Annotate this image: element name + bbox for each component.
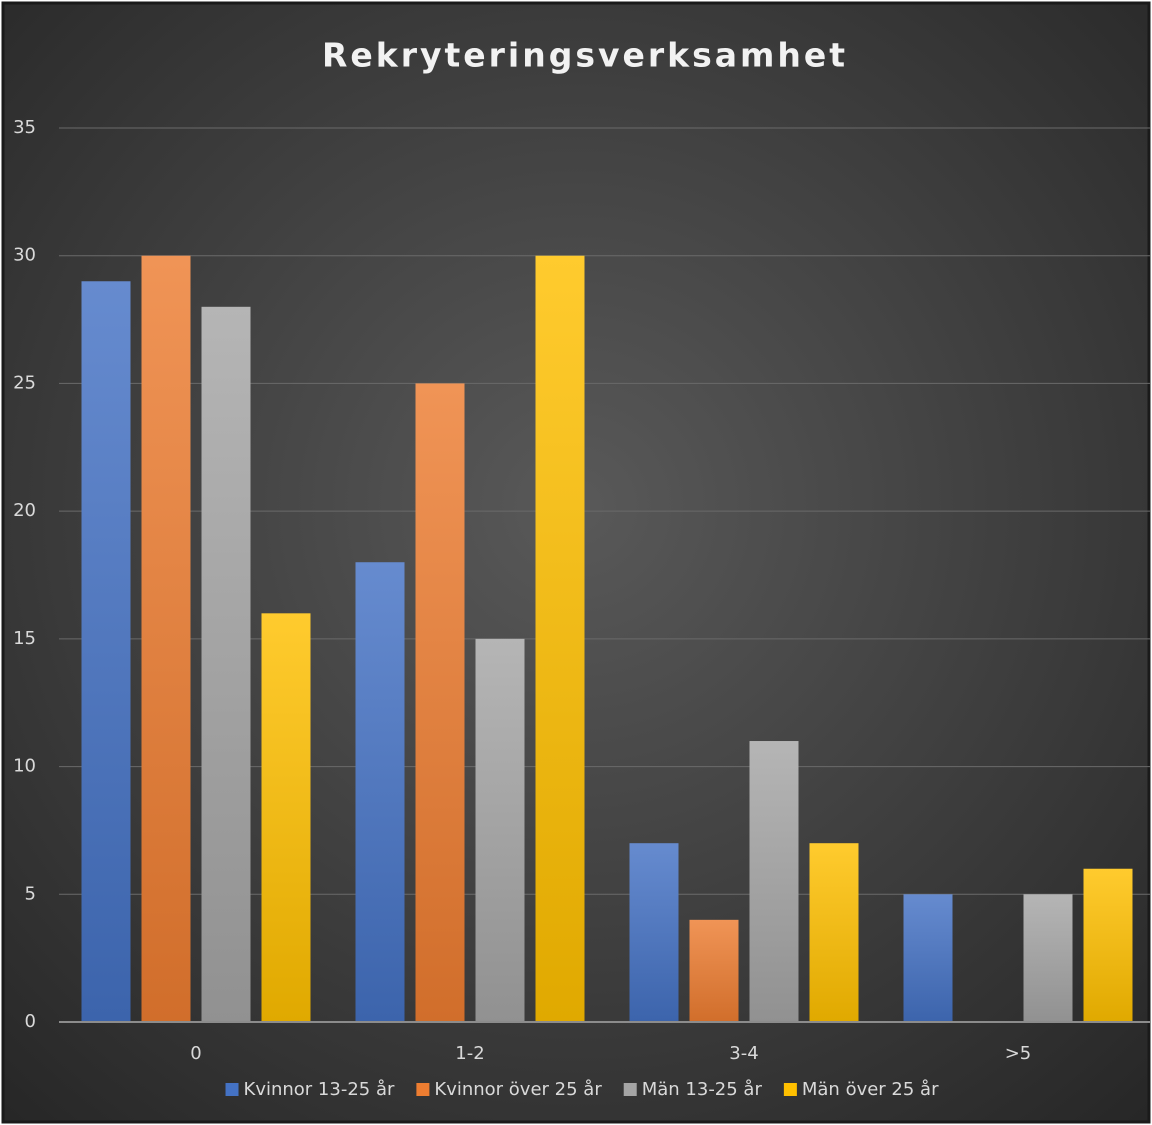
x-tick-label: >5 bbox=[1005, 1043, 1032, 1064]
legend-swatch bbox=[783, 1083, 797, 1096]
legend-label: Kvinnor över 25 år bbox=[434, 1079, 602, 1100]
bar bbox=[475, 638, 525, 1022]
legend-label: Kvinnor 13-25 år bbox=[244, 1079, 395, 1100]
bar bbox=[903, 894, 953, 1022]
legend-swatch bbox=[416, 1083, 430, 1096]
bar bbox=[689, 919, 739, 1022]
bar bbox=[81, 281, 131, 1022]
legend-item: Män över 25 år bbox=[783, 1079, 939, 1100]
x-tick-label: 0 bbox=[190, 1043, 201, 1064]
x-tick-label: 1-2 bbox=[455, 1043, 484, 1064]
bar bbox=[1023, 894, 1073, 1022]
bar bbox=[749, 741, 799, 1022]
y-tick-label: 20 bbox=[13, 500, 36, 521]
y-tick-label: 30 bbox=[13, 245, 36, 266]
bar bbox=[535, 255, 585, 1022]
bar bbox=[1083, 868, 1133, 1022]
bar bbox=[141, 255, 191, 1022]
legend-item: Män 13-25 år bbox=[623, 1079, 763, 1100]
legend-item: Kvinnor över 25 år bbox=[416, 1079, 602, 1100]
y-tick-label: 25 bbox=[13, 372, 36, 393]
bar bbox=[261, 613, 311, 1022]
legend-swatch bbox=[225, 1083, 239, 1096]
bar bbox=[355, 562, 405, 1022]
legend-label: Män över 25 år bbox=[802, 1079, 939, 1100]
legend-item: Kvinnor 13-25 år bbox=[225, 1079, 395, 1100]
bar bbox=[415, 383, 465, 1022]
y-tick-label: 15 bbox=[13, 628, 36, 649]
y-tick-label: 10 bbox=[13, 756, 36, 777]
bar bbox=[809, 843, 859, 1022]
chart-title: Rekryteringsverksamhet bbox=[322, 36, 848, 75]
x-tick-label: 3-4 bbox=[729, 1043, 758, 1064]
legend-swatch bbox=[623, 1083, 637, 1096]
y-tick-label: 35 bbox=[13, 117, 36, 138]
y-tick-label: 5 bbox=[25, 883, 36, 904]
bar bbox=[629, 843, 679, 1022]
y-tick-label: 0 bbox=[25, 1011, 36, 1032]
bar bbox=[201, 306, 251, 1022]
legend-label: Män 13-25 år bbox=[642, 1079, 763, 1100]
